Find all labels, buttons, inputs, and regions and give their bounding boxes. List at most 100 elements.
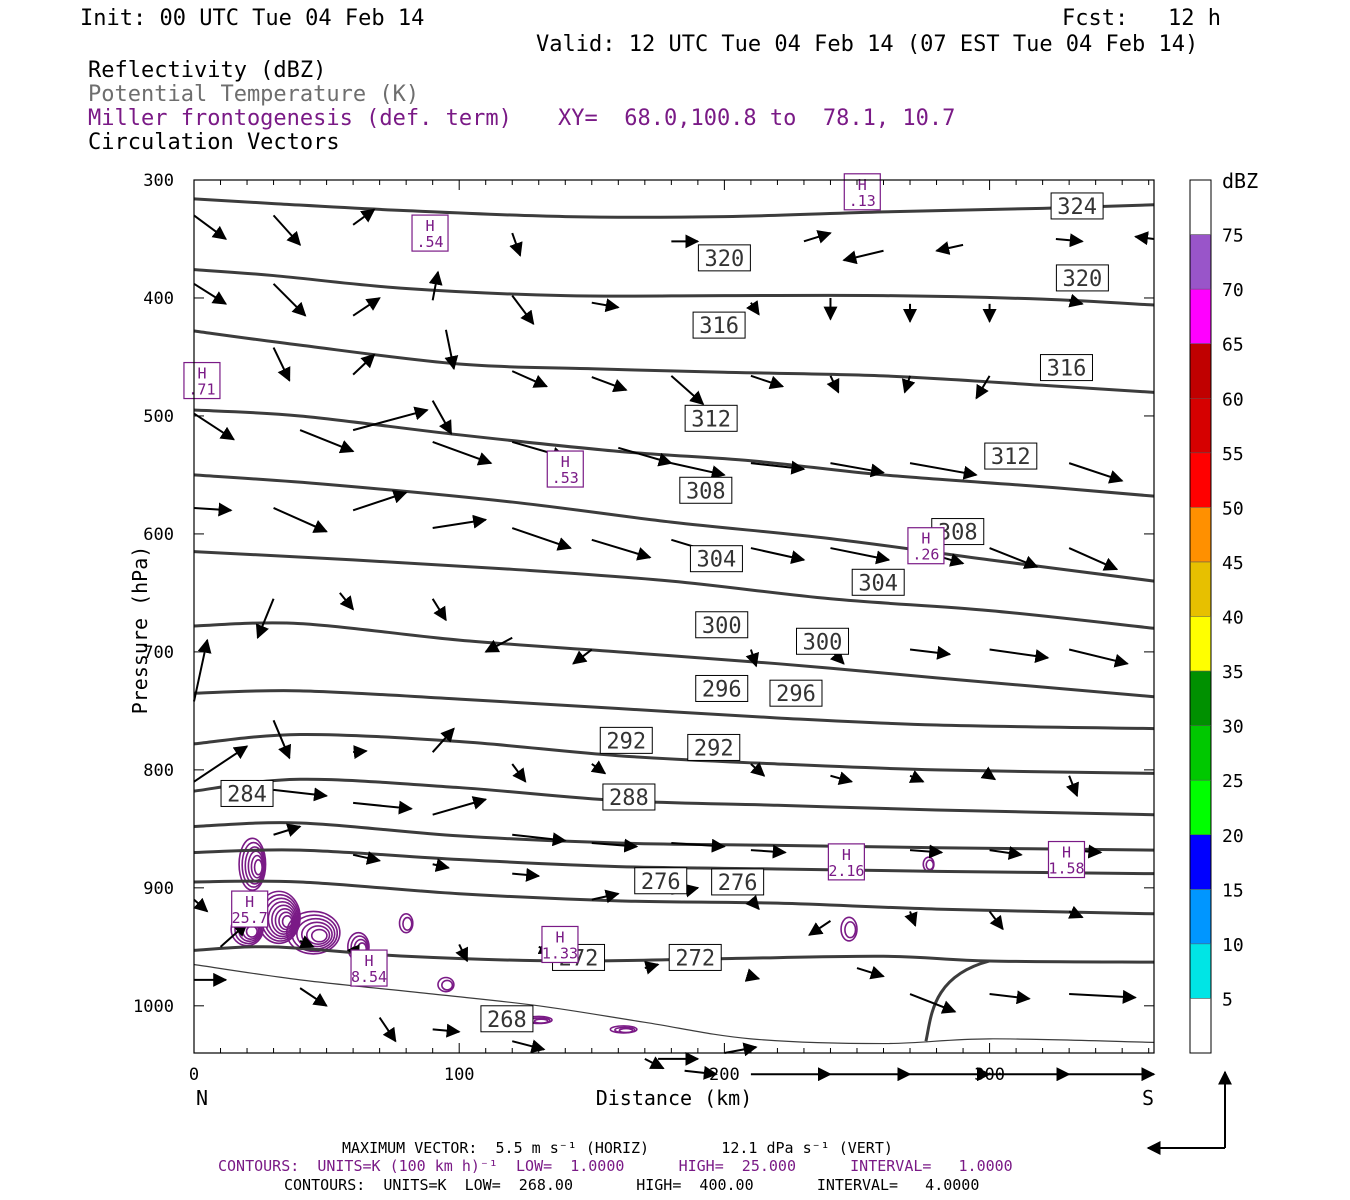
circulation-vector (842, 249, 884, 265)
theta-label-text: 284 (227, 782, 267, 807)
circulation-vector (352, 489, 408, 512)
maximum-value: .26 (912, 546, 939, 564)
theta-label-text: 300 (803, 630, 843, 655)
theta-label-box (220, 779, 274, 807)
circulation-vector (352, 406, 429, 432)
circulation-vector (744, 968, 761, 982)
theta-label-320: 320 (1055, 264, 1109, 292)
circulation-vector (901, 375, 916, 394)
theta-label-316: 316 (1039, 354, 1093, 382)
circulation-vector (298, 935, 315, 949)
theta-contour-info: CONTOURS: UNITS=K LOW= 268.00 HIGH= 400.… (284, 1176, 980, 1194)
field-reflectivity: Reflectivity (dBZ) (88, 58, 327, 83)
colorbar-swatch (1190, 398, 1211, 453)
colorbar-swatch (1190, 452, 1211, 508)
theta-contour-312 (193, 408, 1155, 498)
theta-contour-288 (193, 777, 1155, 817)
circulation-vector (431, 727, 455, 753)
circulation-vector (193, 745, 249, 783)
theta-label-box (711, 868, 765, 896)
frontogenesis-contour (618, 1027, 634, 1034)
theta-contour-268 (193, 963, 1155, 1045)
init-time: Init: 00 UTC Tue 04 Feb 14 (80, 6, 425, 31)
circulation-vector (618, 446, 673, 467)
circulation-vector (193, 502, 233, 517)
circulation-vector (909, 462, 978, 480)
maximum-box (541, 925, 579, 964)
theta-label-312: 312 (684, 404, 738, 432)
theta-contours (193, 197, 1155, 1045)
frontogenesis-contour (533, 1018, 549, 1024)
y-tick-label: 500 (143, 407, 174, 427)
theta-label-324: 324 (1050, 192, 1104, 220)
circulation-vector (980, 766, 997, 781)
theta-label-text: 312 (691, 407, 731, 432)
valid-time: Valid: 12 UTC Tue 04 Feb 14 (07 EST Tue … (536, 32, 1199, 57)
maximum-value: 1.33 (542, 944, 578, 962)
theta-label-text: 324 (1057, 195, 1097, 220)
circulation-vector (432, 440, 493, 466)
colorbar-swatch (1190, 616, 1211, 672)
frontogenesis-contour (840, 916, 858, 942)
circulation-vector (272, 719, 292, 760)
theta-label-text: 320 (1063, 267, 1103, 292)
circulation-vector (511, 1039, 546, 1054)
theta-contour-304 (193, 550, 1155, 630)
y-tick-label: 1000 (133, 997, 174, 1017)
circulation-vector (272, 214, 302, 246)
maximum-value: .71 (188, 381, 215, 399)
circulation-vector (989, 990, 1031, 1005)
maximum-value: 25.7 (232, 909, 268, 927)
theta-label-box (668, 943, 722, 971)
circulation-vector (431, 598, 447, 622)
maximum-h-label: H (921, 530, 930, 548)
circulation-vector (750, 762, 766, 777)
circulation-vector (193, 214, 227, 240)
circulation-vector (591, 838, 639, 853)
maximum-h-label: H (561, 453, 570, 471)
colorbar-level-label: 10 (1222, 935, 1244, 956)
cross-section-endpoints: XY= 68.0,100.8 to 78.1, 10.7 (558, 106, 956, 131)
circulation-vector (989, 846, 1023, 860)
colorbar-swatch (1190, 289, 1211, 344)
theta-label-text: 300 (702, 614, 742, 639)
theta-label-text: 312 (991, 445, 1031, 470)
circulation-vector (339, 592, 354, 611)
theta-label-box (599, 726, 653, 754)
circulation-vector (352, 297, 381, 317)
colorbar-level-label: 50 (1222, 498, 1244, 519)
circulation-vector (750, 547, 806, 564)
frontogenesis-maximum: H25.7 (231, 890, 269, 928)
field-potential-temperature: Potential Temperature (K) (88, 82, 420, 107)
theta-label-text: 268 (487, 1008, 527, 1033)
circulation-vector (830, 547, 891, 565)
theta-label-text: 292 (694, 736, 734, 761)
circulation-vector (988, 910, 1004, 931)
theta-label-304: 304 (689, 545, 743, 573)
frontogenesis-contour (271, 904, 297, 935)
circulation-vector (750, 374, 785, 390)
circulation-vector (432, 858, 450, 872)
theta-contour-272-fold (924, 959, 990, 1042)
theta-label-box (634, 867, 688, 895)
theta-label-box (851, 568, 905, 596)
circulation-vector (904, 911, 918, 927)
circulation-vector (591, 889, 620, 904)
theta-label-box (1055, 264, 1109, 292)
frontogenesis-contour (286, 910, 341, 955)
circulation-vector (1065, 775, 1079, 798)
theta-label-box (679, 476, 733, 504)
theta-label-292: 292 (599, 726, 653, 754)
y-tick-label: 900 (143, 879, 174, 899)
theta-label-276: 276 (711, 868, 765, 896)
theta-label-text: 296 (702, 677, 742, 702)
frontogenesis-maximum: H1.33 (541, 925, 579, 964)
colorbar-level-label: 65 (1222, 335, 1244, 356)
circulation-vector (909, 844, 944, 859)
y-tick-label: 600 (143, 525, 174, 545)
circulation-vector (193, 412, 235, 441)
circulation-vector (909, 645, 952, 660)
theta-label-box (697, 244, 751, 272)
circulation-vector (484, 636, 513, 653)
maximum-value: .53 (552, 469, 579, 487)
